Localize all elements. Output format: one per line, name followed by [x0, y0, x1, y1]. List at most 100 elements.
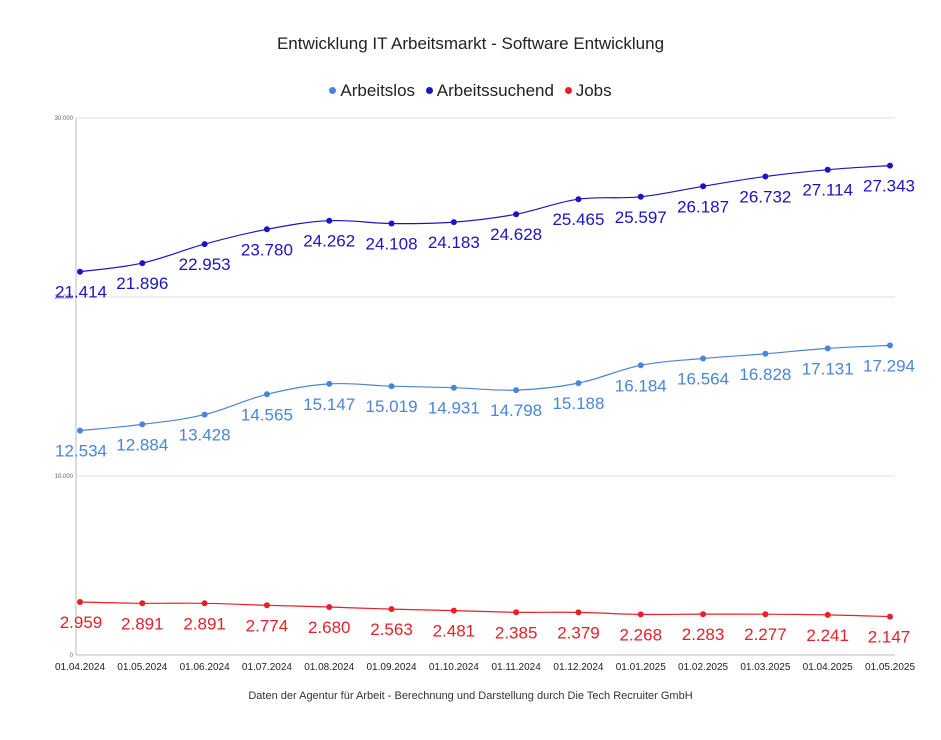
legend-dot-arbeitslos: [329, 87, 337, 94]
data-label-arbeitslos-4: 15.147: [303, 395, 355, 414]
data-label-arbeitslos-12: 17.131: [802, 359, 854, 378]
x-tick-label-0: 01.04.2024: [55, 662, 105, 673]
data-label-arbeitssuchend-11: 26.732: [739, 188, 791, 207]
y-tick-label-2: 20.000: [55, 295, 74, 301]
x-tick-label-11: 01.03.2025: [740, 662, 790, 673]
chart-legend: Arbeitslos Arbeitssuchend Jobs: [0, 79, 941, 101]
data-label-arbeitssuchend-13: 27.343: [863, 177, 915, 196]
data-label-arbeitslos-5: 15.019: [366, 397, 418, 416]
data-label-arbeitslos-3: 14.565: [241, 405, 293, 424]
x-tick-label-12: 01.04.2025: [803, 662, 853, 673]
data-label-arbeitssuchend-4: 24.262: [303, 232, 355, 251]
data-point-arbeitslos-2: [201, 411, 208, 418]
data-point-jobs-10: [700, 611, 707, 618]
legend-item-arbeitslos: Arbeitslos: [329, 81, 415, 101]
data-label-jobs-6: 2.481: [433, 622, 476, 641]
chart-title: Entwicklung IT Arbeitsmarkt - Software E…: [276, 34, 665, 53]
data-point-arbeitslos-13: [887, 342, 893, 349]
data-label-arbeitssuchend-0: 21.414: [55, 283, 107, 302]
data-point-arbeitslos-0: [77, 427, 83, 434]
data-label-arbeitssuchend-6: 24.183: [428, 233, 480, 252]
legend-item-jobs: Jobs: [564, 80, 612, 101]
data-point-jobs-4: [326, 604, 333, 610]
data-label-arbeitssuchend-8: 25.465: [552, 210, 604, 229]
data-point-arbeitslos-7: [513, 387, 520, 394]
x-tick-label-6: 01.10.2024: [429, 662, 479, 673]
data-point-arbeitssuchend-4: [326, 217, 333, 224]
data-point-arbeitslos-6: [450, 384, 457, 391]
data-label-jobs-13: 2.147: [868, 628, 911, 647]
data-label-arbeitssuchend-7: 24.628: [490, 225, 542, 244]
data-label-arbeitssuchend-3: 23.780: [241, 240, 293, 259]
data-point-arbeitssuchend-11: [762, 173, 769, 180]
x-tick-label-5: 01.09.2024: [367, 662, 417, 673]
data-label-arbeitssuchend-12: 27.114: [802, 181, 853, 200]
data-point-jobs-0: [77, 599, 83, 605]
data-point-jobs-3: [263, 602, 270, 609]
data-label-jobs-11: 2.277: [744, 625, 787, 644]
y-tick-label-3: 30.000: [55, 116, 74, 122]
series-line-jobs: [79, 601, 891, 618]
data-label-arbeitslos-6: 14.931: [428, 399, 480, 418]
data-label-jobs-9: 2.268: [619, 625, 662, 644]
data-point-jobs-2: [201, 600, 208, 607]
data-label-arbeitssuchend-10: 26.187: [677, 197, 729, 216]
legend-label-jobs: Jobs: [575, 80, 612, 100]
data-label-jobs-7: 2.385: [495, 623, 538, 642]
data-point-arbeitslos-1: [139, 421, 146, 428]
data-point-arbeitslos-9: [637, 362, 644, 369]
data-point-arbeitssuchend-13: [887, 162, 893, 169]
data-label-arbeitslos-7: 14.798: [490, 401, 542, 420]
data-label-arbeitssuchend-1: 21.896: [116, 274, 168, 293]
series-line-arbeitslos: [79, 344, 891, 432]
x-tick-label-13: 01.05.2025: [865, 662, 915, 673]
legend-label-arbeitssuchend: Arbeitssuchend: [436, 80, 554, 100]
data-label-arbeitslos-11: 16.828: [739, 365, 791, 384]
data-point-arbeitssuchend-6: [450, 219, 457, 226]
x-tick-label-2: 01.06.2024: [180, 662, 230, 673]
data-point-arbeitslos-4: [326, 380, 333, 387]
data-point-arbeitssuchend-7: [513, 211, 520, 218]
data-point-arbeitssuchend-8: [575, 196, 582, 203]
data-label-arbeitslos-2: 13.428: [179, 426, 231, 445]
data-point-arbeitssuchend-12: [824, 166, 831, 173]
data-point-jobs-5: [388, 606, 395, 613]
data-label-arbeitslos-1: 12.884: [116, 435, 168, 454]
data-point-jobs-11: [762, 611, 769, 618]
data-label-arbeitslos-0: 12.534: [55, 442, 107, 461]
data-point-arbeitslos-8: [575, 380, 582, 387]
data-label-jobs-12: 2.241: [806, 626, 849, 645]
x-tick-label-8: 01.12.2024: [553, 662, 603, 673]
data-point-arbeitssuchend-5: [388, 220, 395, 227]
data-point-arbeitslos-5: [388, 383, 395, 390]
data-label-jobs-0: 2.959: [60, 613, 103, 632]
data-label-jobs-1: 2.891: [121, 614, 164, 633]
data-point-jobs-1: [139, 600, 146, 607]
data-label-jobs-10: 2.283: [682, 625, 725, 644]
y-tick-label-0: 0: [70, 653, 74, 659]
x-tick-label-9: 01.01.2025: [616, 662, 666, 673]
legend-item-arbeitssuchend: Arbeitssuchend: [425, 80, 554, 101]
data-label-arbeitssuchend-5: 24.108: [366, 235, 418, 254]
data-label-arbeitssuchend-2: 22.953: [179, 255, 231, 274]
data-label-arbeitssuchend-9: 25.597: [615, 208, 667, 227]
data-label-arbeitslos-10: 16.564: [677, 370, 729, 389]
data-point-jobs-7: [513, 609, 520, 616]
x-tick-label-1: 01.05.2024: [117, 662, 167, 673]
data-label-arbeitslos-9: 16.184: [615, 376, 667, 395]
data-point-arbeitslos-10: [700, 355, 707, 362]
data-point-arbeitssuchend-0: [77, 268, 83, 275]
data-point-arbeitssuchend-9: [637, 193, 644, 200]
x-tick-label-4: 01.08.2024: [304, 662, 354, 673]
chart-footer: Daten der Agentur für Arbeit - Berechnun…: [248, 690, 693, 702]
x-tick-label-7: 01.11.2024: [491, 662, 541, 673]
x-tick-label-10: 01.02.2025: [678, 662, 728, 673]
data-point-jobs-12: [824, 611, 831, 618]
legend-label-arbeitslos: Arbeitslos: [340, 80, 416, 100]
data-point-arbeitssuchend-1: [139, 260, 146, 267]
x-tick-label-3: 01.07.2024: [242, 662, 292, 673]
data-point-arbeitssuchend-10: [700, 183, 707, 190]
y-tick-label-1: 10.000: [55, 474, 74, 480]
legend-dot-jobs: [564, 87, 572, 94]
